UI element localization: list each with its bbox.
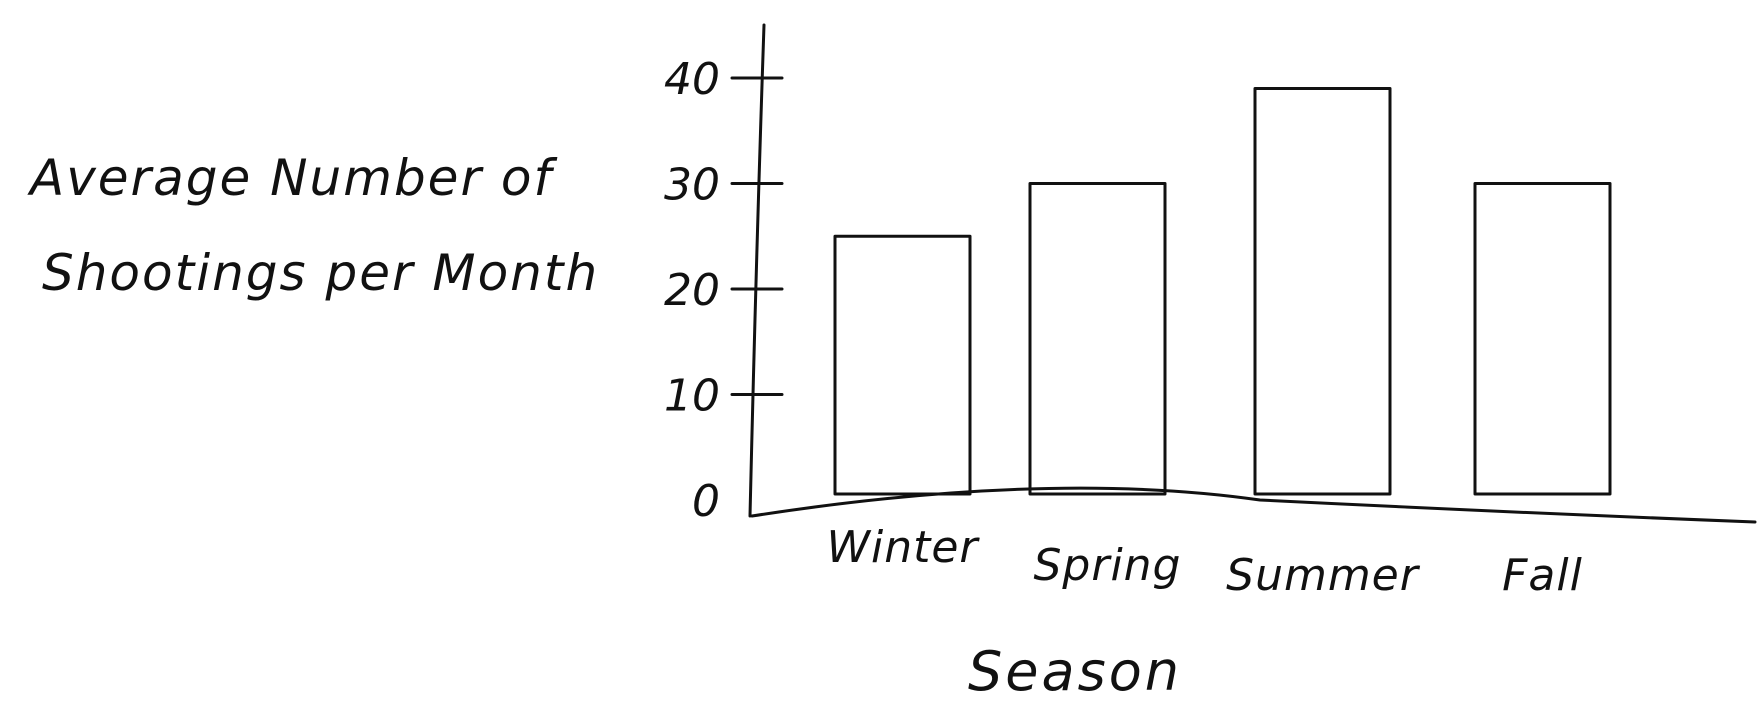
y-axis-line	[748, 23, 766, 518]
y-tick-label-0: 0	[692, 476, 720, 527]
x-tick-label-fall: Fall	[1502, 550, 1583, 601]
x-axis-label: Season	[968, 640, 1182, 703]
y-tick-label-40: 40	[664, 54, 720, 105]
x-tick-label-spring: Spring	[1034, 540, 1182, 591]
y-tick-label-20: 20	[664, 265, 720, 316]
bar-fall	[1473, 182, 1612, 496]
x-tick-label-summer: Summer	[1226, 550, 1421, 601]
axes-layer	[730, 23, 1757, 524]
y-axis-label-line-2: Shootings per Month	[42, 244, 599, 302]
x-tick-label-winter: Winter	[826, 522, 980, 573]
y-axis-label-line-1: Average Number of	[27, 149, 557, 207]
bars-layer	[833, 87, 1612, 496]
bar-spring	[1028, 182, 1167, 496]
y-tick-label-30: 30	[664, 160, 720, 211]
bar-winter	[833, 234, 972, 496]
bar-summer	[1253, 87, 1392, 496]
y-tick-label-10: 10	[664, 371, 720, 422]
labels-layer: Average Number of Shootings per Month Se…	[27, 54, 1583, 703]
x-axis-line	[750, 486, 1757, 524]
